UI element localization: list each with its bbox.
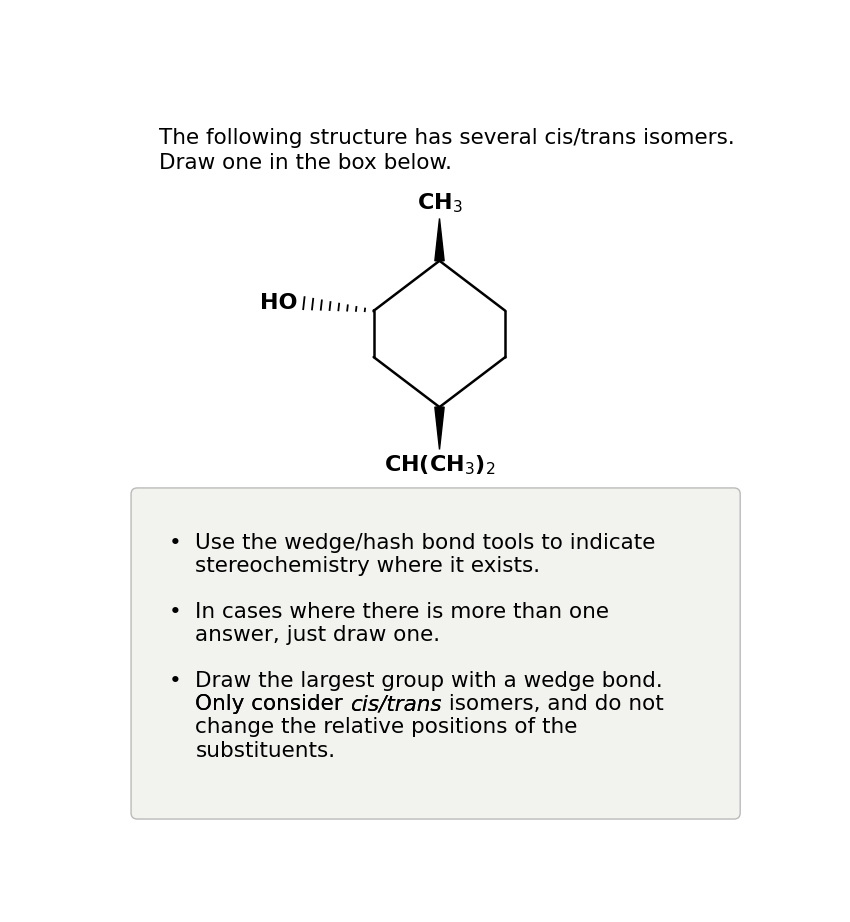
- Text: The following structure has several cis/trans isomers.: The following structure has several cis/…: [159, 127, 734, 148]
- FancyBboxPatch shape: [131, 488, 740, 819]
- Text: Only consider: Only consider: [196, 694, 350, 715]
- Text: Use the wedge/hash bond tools to indicate: Use the wedge/hash bond tools to indicat…: [196, 533, 655, 552]
- Text: Draw the largest group with a wedge bond.: Draw the largest group with a wedge bond…: [196, 671, 663, 692]
- Text: answer, just draw one.: answer, just draw one.: [196, 625, 440, 645]
- Polygon shape: [435, 408, 445, 449]
- Text: CH(CH$_3$)$_2$: CH(CH$_3$)$_2$: [384, 454, 496, 477]
- Text: substituents.: substituents.: [196, 740, 336, 761]
- Text: cis/trans: cis/trans: [350, 694, 442, 715]
- Text: HO: HO: [260, 293, 298, 313]
- Polygon shape: [435, 219, 445, 261]
- Text: Only consider: Only consider: [196, 694, 350, 715]
- Text: stereochemistry where it exists.: stereochemistry where it exists.: [196, 556, 541, 575]
- Text: In cases where there is more than one: In cases where there is more than one: [196, 602, 609, 622]
- Text: CH$_3$: CH$_3$: [416, 191, 462, 215]
- Text: Draw one in the box below.: Draw one in the box below.: [159, 153, 452, 173]
- Text: •: •: [168, 602, 181, 622]
- Text: isomers, and do not: isomers, and do not: [442, 694, 663, 715]
- Text: change the relative positions of the: change the relative positions of the: [196, 717, 578, 738]
- Text: •: •: [168, 533, 181, 552]
- Text: •: •: [168, 671, 181, 692]
- Text: cis/trans: cis/trans: [350, 694, 442, 715]
